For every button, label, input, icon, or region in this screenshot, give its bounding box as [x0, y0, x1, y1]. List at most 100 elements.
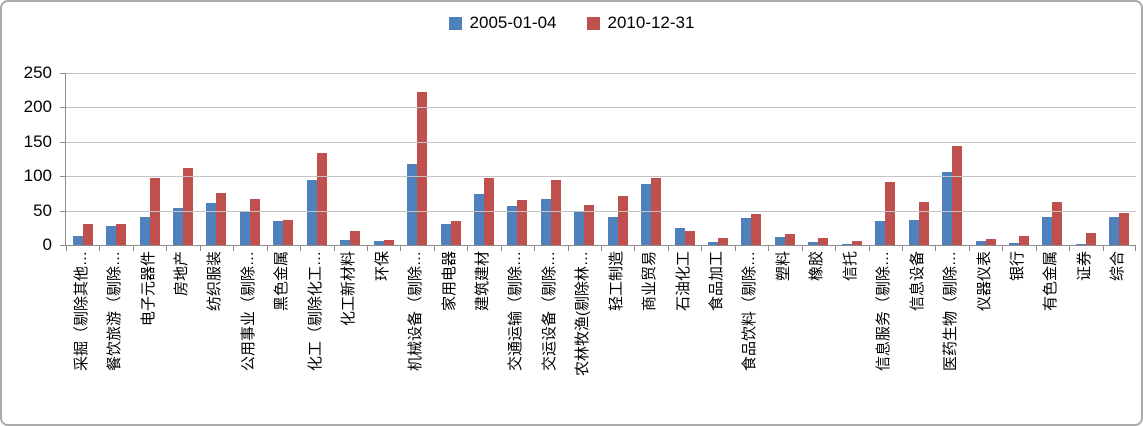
x-category-label: 交运设备（剔除… — [540, 251, 558, 372]
chart-legend: 2005-01-04 2010-12-31 — [2, 13, 1141, 33]
y-axis-label: 200 — [23, 97, 52, 116]
y-axis-label: 150 — [23, 132, 52, 151]
bar — [106, 226, 117, 245]
bar — [507, 206, 518, 245]
x-label-cell: 交通运输（剔除… — [500, 247, 533, 424]
x-label-cell: 银行 — [1001, 247, 1034, 424]
x-label-cell: 化工新材料 — [333, 247, 366, 424]
x-category-label: 信息设备 — [908, 251, 926, 312]
x-category-label: 化工新材料 — [340, 251, 358, 327]
bar-group — [66, 73, 99, 245]
x-label-cell: 公用事业（剔除… — [232, 247, 265, 424]
bar — [440, 224, 451, 245]
x-category-label: 银行 — [1008, 251, 1026, 282]
bar-group — [869, 73, 902, 245]
x-label-cell: 信托 — [834, 247, 867, 424]
x-category-label: 环保 — [373, 251, 391, 282]
bar — [584, 205, 595, 245]
bar — [417, 92, 428, 245]
bar-group — [802, 73, 835, 245]
bar — [173, 208, 184, 245]
x-category-label: 仪器仪表 — [975, 251, 993, 312]
y-axis-label: 250 — [23, 63, 52, 82]
bar — [340, 240, 351, 245]
bar — [841, 244, 852, 245]
bar — [908, 220, 919, 245]
bar — [975, 241, 986, 245]
gridline — [66, 107, 1136, 108]
bar-group — [1103, 73, 1136, 245]
bar-group — [835, 73, 868, 245]
x-label-cell: 橡胶 — [801, 247, 834, 424]
x-label-cell: 家用电器 — [433, 247, 466, 424]
bar — [1109, 217, 1120, 245]
x-category-label: 机械设备（剔除… — [407, 251, 425, 372]
x-category-label: 纺织服装 — [206, 251, 224, 312]
bar-group — [534, 73, 567, 245]
x-tick — [433, 246, 435, 251]
bar-group — [267, 73, 300, 245]
bar-group — [1069, 73, 1102, 245]
legend-item-series1: 2005-01-04 — [448, 13, 557, 33]
y-tick — [60, 245, 66, 246]
bar — [116, 224, 127, 245]
x-category-label: 信息服务（剔除… — [875, 251, 893, 372]
bar-group — [467, 73, 500, 245]
bar — [216, 193, 227, 245]
bar-group — [902, 73, 935, 245]
bar — [818, 238, 829, 245]
bar — [641, 184, 652, 245]
bar-group — [367, 73, 400, 245]
bar — [985, 239, 996, 245]
bar — [875, 221, 886, 245]
bar-group — [568, 73, 601, 245]
y-axis-labels: 0 50 100 150 200 250 — [2, 64, 58, 254]
bar — [1052, 202, 1063, 245]
gridline — [66, 176, 1136, 177]
x-label-cell: 环保 — [366, 247, 399, 424]
legend-item-series2: 2010-12-31 — [586, 13, 694, 33]
x-tick — [901, 246, 903, 251]
x-label-cell: 餐饮旅游（剔除… — [98, 247, 131, 424]
x-label-cell: 交运设备（剔除… — [533, 247, 566, 424]
x-label-cell: 采掘（剔除其他… — [65, 247, 98, 424]
bar — [473, 194, 484, 245]
bar — [383, 240, 394, 245]
x-tick — [500, 246, 502, 251]
bar — [718, 238, 729, 245]
bars-container — [66, 73, 1136, 245]
x-tick — [1102, 246, 1104, 251]
bar — [774, 237, 785, 245]
bar-group — [1002, 73, 1035, 245]
bar — [306, 180, 317, 245]
x-tick — [768, 246, 770, 251]
x-category-label: 建筑建材 — [473, 251, 491, 312]
x-category-label: 橡胶 — [808, 251, 826, 282]
bar-group — [300, 73, 333, 245]
x-tick — [634, 246, 636, 251]
bar — [1119, 213, 1130, 245]
x-label-cell: 石油化工 — [667, 247, 700, 424]
bar — [407, 164, 418, 245]
bar — [450, 221, 461, 245]
bar — [283, 220, 294, 245]
bar — [239, 211, 250, 245]
x-tick — [734, 246, 736, 251]
x-tick — [1035, 246, 1037, 251]
x-category-label: 食品饮料（剔除… — [741, 251, 759, 372]
bar — [1075, 244, 1086, 245]
bar-group — [601, 73, 634, 245]
gridline — [66, 73, 1136, 74]
x-label-cell: 黑色金属 — [266, 247, 299, 424]
x-category-label: 轻工制造 — [607, 251, 625, 312]
bar-group — [400, 73, 433, 245]
bar — [674, 228, 685, 245]
x-category-label: 公用事业（剔除… — [239, 251, 257, 372]
bar — [316, 153, 327, 245]
x-label-cell: 农林牧渔(剔除林… — [567, 247, 600, 424]
x-label-cell: 仪器仪表 — [968, 247, 1001, 424]
x-label-cell: 商业贸易 — [633, 247, 666, 424]
y-tick — [60, 107, 66, 108]
bar-group — [969, 73, 1002, 245]
bar — [741, 218, 752, 245]
